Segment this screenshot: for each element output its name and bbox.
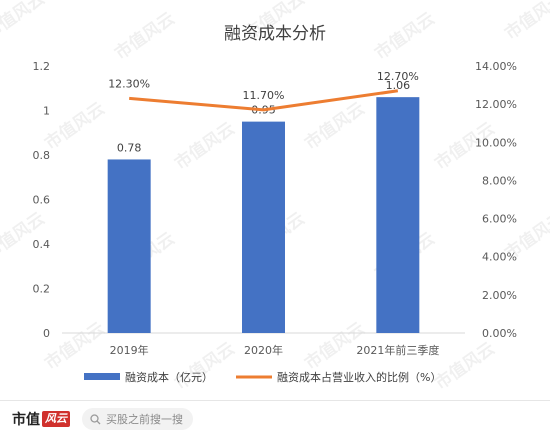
legend-bar-label: 融资成本（亿元） <box>125 370 213 384</box>
bar <box>376 97 420 334</box>
y-axis-left: 0 0.2 0.4 0.6 0.8 1 1.2 <box>33 60 51 340</box>
y-axis-right: 0.00% 2.00% 4.00% 6.00% 8.00% 10.00% 12.00% 14.… <box>475 60 517 340</box>
search-icon <box>90 413 101 424</box>
x-axis-categories: 2019年 2020年 2021年前三季度 <box>110 343 440 357</box>
y-right-tick-label: 8.00% <box>482 174 517 187</box>
y-right-tick-label: 0.00% <box>482 327 517 340</box>
watermark-text: 市值风云 <box>501 0 550 44</box>
line-data-label: 12.30% <box>108 77 150 90</box>
legend-bar-swatch <box>84 373 120 380</box>
bar-data-label: 1.06 <box>386 79 411 92</box>
watermark-text: 市值风云 <box>0 0 49 44</box>
bar <box>242 121 285 333</box>
x-tick-label: 2020年 <box>244 343 283 357</box>
x-tick-label: 2019年 <box>110 343 149 357</box>
y-left-tick-label: 0 <box>43 327 50 340</box>
line-series <box>129 89 399 112</box>
bar-series <box>107 97 420 334</box>
watermark-text: 市值风云 <box>431 338 499 394</box>
footer-bar: 市值 风云 买股之前搜一搜 <box>0 400 550 437</box>
line-data-label: 12.70% <box>377 70 419 83</box>
watermark-text: 市值风云 <box>111 8 179 64</box>
bar <box>107 159 151 333</box>
y-left-tick-label: 0.6 <box>33 194 51 207</box>
y-right-tick-label: 12.00% <box>475 98 517 111</box>
watermark-text: 市值风云 <box>41 98 109 154</box>
x-tick-label: 2021年前三季度 <box>356 343 439 357</box>
y-right-tick-label: 10.00% <box>475 136 517 149</box>
line-data-label: 11.70% <box>243 89 285 102</box>
chart-title: 融资成本分析 <box>224 24 326 44</box>
y-left-tick-label: 0.8 <box>33 149 51 162</box>
line-data-labels: 12.30% 11.70% 12.70% <box>108 70 419 102</box>
watermark-text: 市值风云 <box>171 118 239 174</box>
brand-text: 市值 <box>12 412 40 428</box>
legend-line-label: 融资成本占营业收入的比例（%） <box>277 370 441 384</box>
search-placeholder: 买股之前搜一搜 <box>106 413 183 426</box>
legend: 融资成本（亿元） 融资成本占营业收入的比例（%） <box>84 370 441 384</box>
watermark-text: 市值风云 <box>0 208 49 264</box>
watermark-text: 市值风云 <box>301 98 369 154</box>
watermark-text: 市值风云 <box>41 318 109 374</box>
watermark-text: 市值风云 <box>171 338 239 394</box>
y-left-tick-label: 1 <box>43 105 50 118</box>
brand-stamp: 风云 <box>42 411 70 427</box>
watermark-text: 市值风云 <box>371 8 439 64</box>
y-right-tick-label: 14.00% <box>475 60 517 73</box>
search-box[interactable]: 买股之前搜一搜 <box>82 408 193 430</box>
y-left-tick-label: 0.4 <box>33 238 51 251</box>
y-left-tick-label: 1.2 <box>33 60 51 73</box>
y-left-tick-label: 0.2 <box>33 283 51 296</box>
line-path <box>129 89 399 112</box>
y-right-tick-label: 4.00% <box>482 251 517 264</box>
bar-data-label: 0.78 <box>117 141 142 154</box>
y-right-tick-label: 2.00% <box>482 289 517 302</box>
y-right-tick-label: 6.00% <box>482 213 517 226</box>
brand-logo: 市值 风云 <box>12 409 70 429</box>
